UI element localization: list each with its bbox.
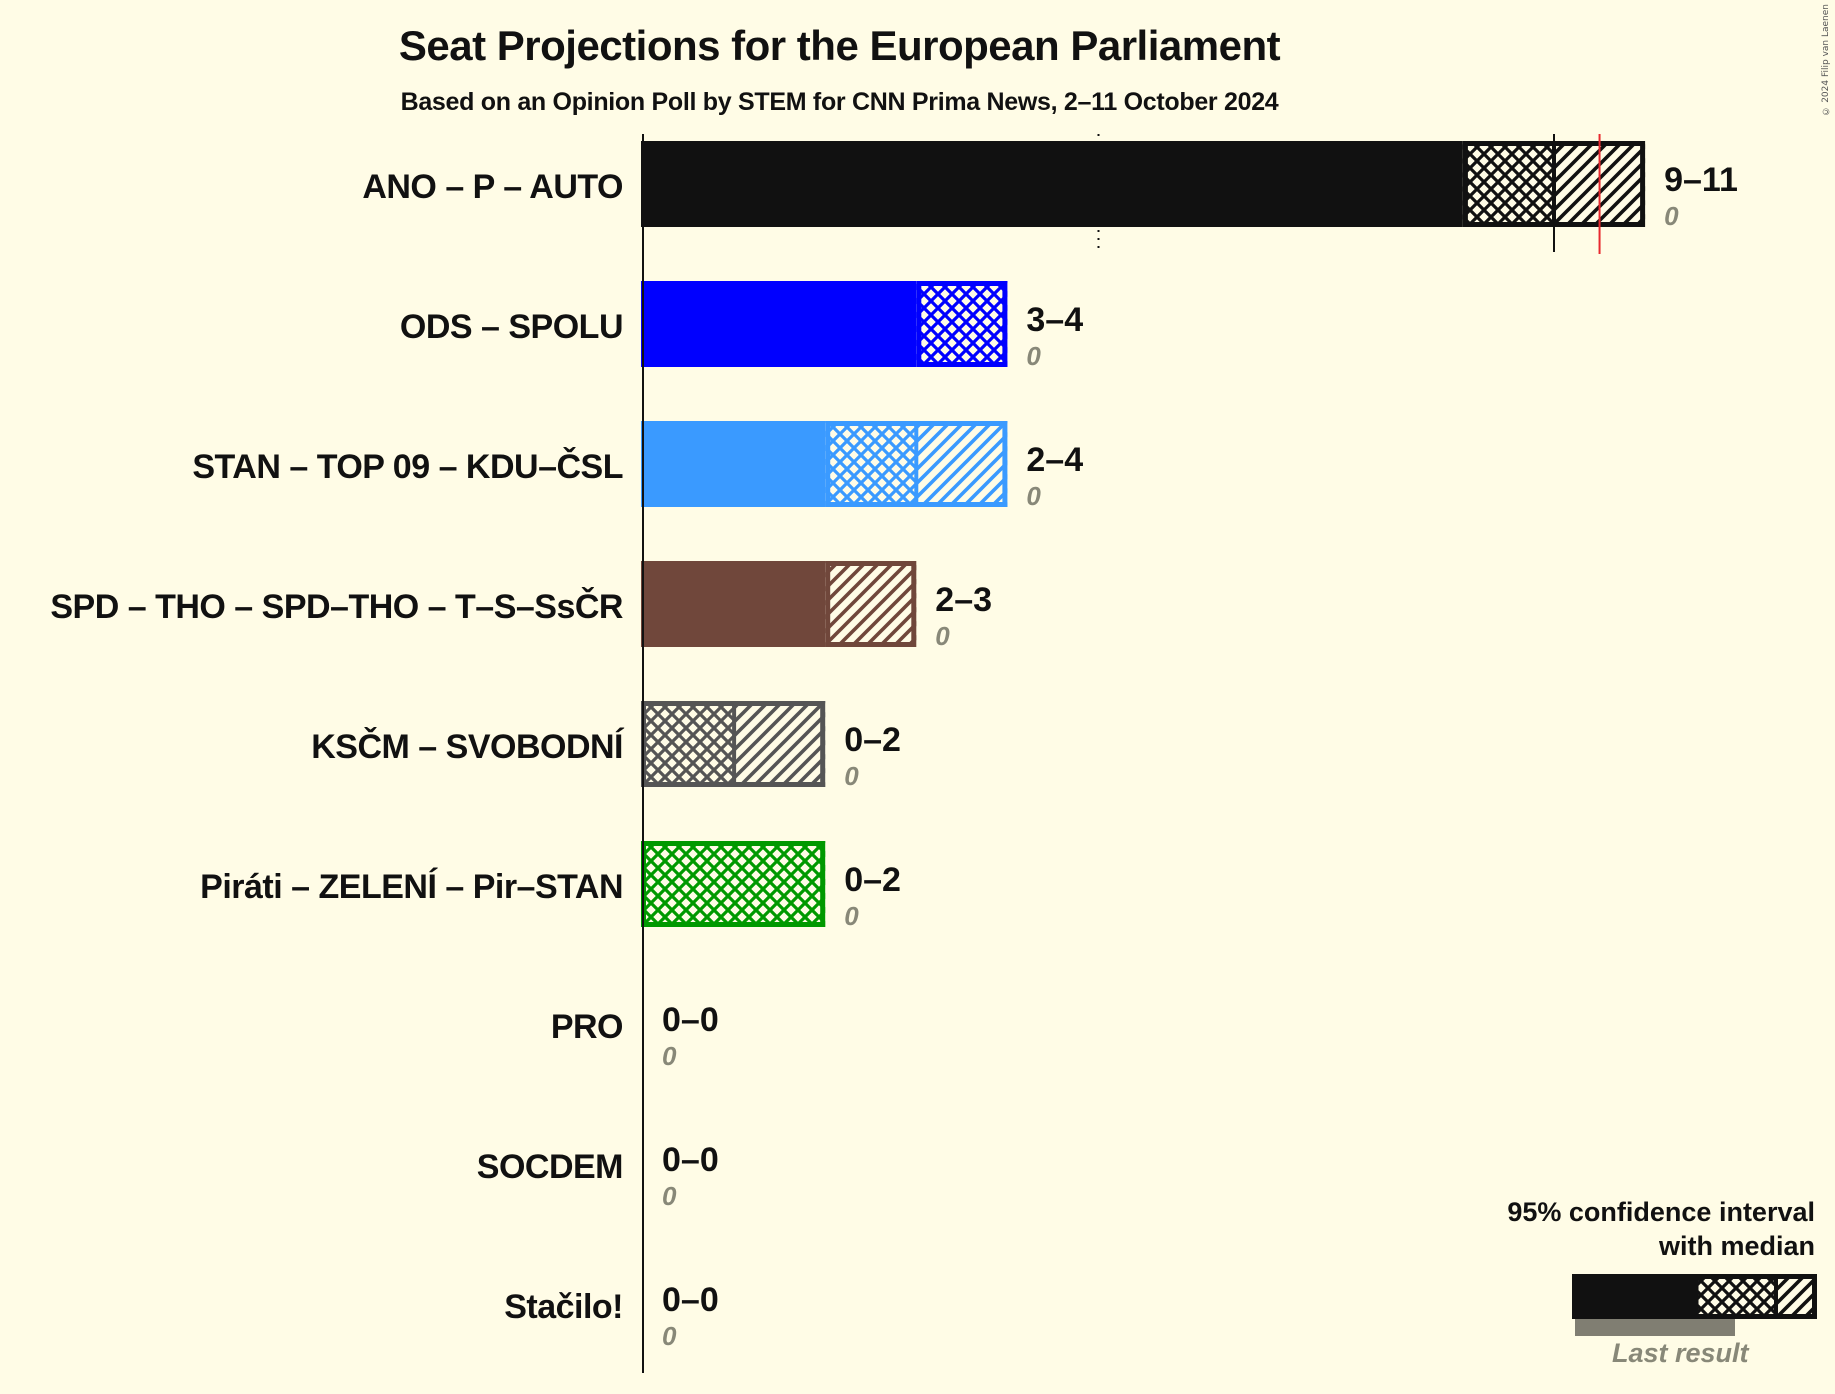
last-result-label: 0 [1664,201,1679,231]
legend-title: 95% confidence interval with median [1415,1195,1815,1263]
legend-line-1: 95% confidence interval [1507,1197,1815,1227]
legend-solid [1572,1274,1696,1319]
party-name-label: SOCDEM [476,1148,624,1186]
seat-range-label: 0–0 [662,1001,719,1039]
seat-range-label: 0–2 [844,861,901,899]
party-name-label: STAN – TOP 09 – KDU–ČSL [192,448,623,486]
last-result-label: 0 [1026,341,1041,371]
ci-lower-crosshatch [643,841,826,927]
party-bar-group [641,841,826,927]
party-name-label: KSČM – SVOBODNÍ [311,728,623,766]
party-name-label: PRO [550,1008,624,1046]
ci-lower-crosshatch [643,701,735,787]
last-result-label: 0 [1026,481,1041,511]
legend-swatch [1572,1274,1817,1336]
ci-lower-crosshatch [1462,141,1554,227]
legend-last-result-bar [1575,1319,1735,1336]
solid-bar [641,421,826,507]
ci-lower-crosshatch [825,421,917,507]
seat-range-label: 0–0 [662,1281,719,1319]
solid-bar [641,561,826,647]
party-name-label: SPD – THO – SPD–THO – T–S–SsČR [50,588,623,626]
ci-outline [825,561,917,647]
last-result-label: 0 [662,1041,677,1071]
ci-upper-diagonal [916,421,1008,507]
ci-outline [916,281,1008,367]
party-bar-group [641,701,826,787]
chart-subtitle: Based on an Opinion Poll by STEM for CNN… [400,88,1279,116]
seat-range-label: 2–4 [1026,441,1084,479]
legend-last-result-label: Last result [1612,1338,1749,1368]
last-result-label: 0 [662,1321,677,1351]
legend-line-2: with median [1658,1231,1815,1261]
party-name-label: Piráti – ZELENÍ – Pir–STAN [200,868,623,906]
party-bar-group [641,141,1646,227]
last-result-label: 0 [935,621,950,651]
seat-range-label: 0–2 [844,721,901,759]
party-bar-group [641,281,1008,367]
solid-bar [641,281,917,367]
party-name-label: ANO – P – AUTO [362,168,623,206]
party-name-label: Stačilo! [504,1288,623,1326]
seat-range-label: 3–4 [1026,301,1084,339]
last-result-label: 0 [844,901,859,931]
party-name-label: ODS – SPOLU [399,308,624,346]
ci-upper-diagonal [825,561,917,647]
last-result-label: 0 [844,761,859,791]
last-result-label: 0 [662,1181,677,1211]
seat-range-label: 0–0 [662,1141,719,1179]
chart-title: Seat Projections for the European Parlia… [398,22,1281,69]
seat-range-label: 2–3 [935,581,993,619]
ci-upper-diagonal [734,701,826,787]
seat-range-label: 9–11 [1664,161,1738,199]
ci-lower-crosshatch [916,281,1008,367]
solid-bar [641,141,1463,227]
party-bar-group [641,421,1008,507]
legend-diagonal [1776,1274,1817,1319]
legend-crosshatch [1696,1274,1776,1319]
party-bar-group [641,561,917,647]
